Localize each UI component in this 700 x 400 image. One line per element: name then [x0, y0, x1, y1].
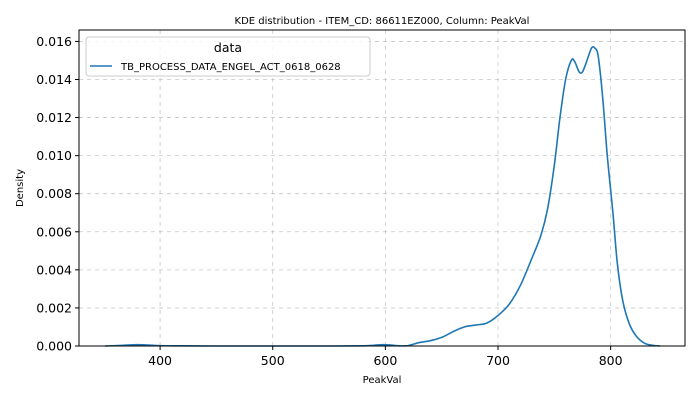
- legend-box: [85, 36, 371, 77]
- legend: data TB_PROCESS_DATA_ENGEL_ACT_0618_0628: [85, 36, 371, 77]
- y-tick-label: 0.014: [36, 72, 72, 87]
- y-tick-label: 0.002: [36, 300, 72, 315]
- y-tick-label: 0.006: [36, 224, 72, 239]
- y-tick-label: 0.016: [36, 34, 72, 49]
- chart-title: KDE distribution - ITEM_CD: 86611EZ000, …: [235, 16, 530, 27]
- y-tick-label: 0.008: [36, 186, 72, 201]
- x-tick-label: 600: [373, 353, 397, 368]
- axes: 400 500 600 700 800 0.000 0.002 0.004 0.006 0.008…: [36, 29, 686, 368]
- legend-title: data: [214, 40, 242, 55]
- plot-area: [104, 45, 661, 347]
- axes-frame: [78, 29, 686, 347]
- x-tick-label: 800: [599, 353, 623, 368]
- x-tick-label: 400: [148, 353, 172, 368]
- grid: [79, 30, 685, 347]
- y-tick-label: 0.000: [36, 339, 72, 354]
- x-tick-label: 500: [261, 353, 285, 368]
- y-tick-label: 0.010: [36, 148, 72, 163]
- x-axis-label: PeakVal: [363, 375, 402, 386]
- kde-series-line: [104, 45, 661, 347]
- legend-entry-label: TB_PROCESS_DATA_ENGEL_ACT_0618_0628: [120, 62, 341, 73]
- y-axis-label: Density: [15, 169, 26, 207]
- x-tick-label: 700: [486, 353, 510, 368]
- y-tick-label: 0.012: [36, 110, 72, 125]
- y-tick-label: 0.004: [36, 262, 72, 277]
